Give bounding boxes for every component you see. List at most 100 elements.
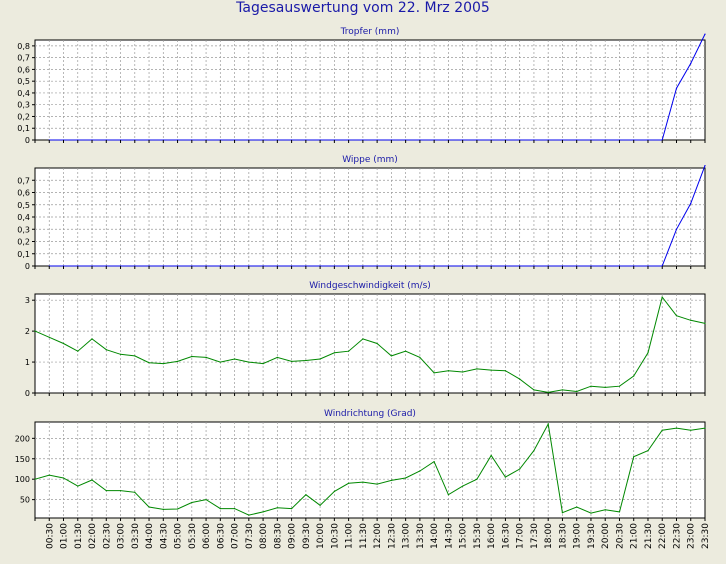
- data-point: [62, 477, 65, 479]
- x-tick-label: 22:30: [673, 523, 683, 549]
- data-point: [618, 385, 621, 387]
- data-point: [675, 315, 678, 317]
- plot-area: [34, 421, 706, 519]
- x-tick-label: 09:00: [288, 523, 298, 549]
- x-tick-label: 18:00: [544, 523, 554, 549]
- data-point: [704, 33, 706, 35]
- data-point: [119, 353, 122, 355]
- data-point: [191, 355, 193, 358]
- x-tick-label: 07:00: [231, 523, 241, 549]
- data-point: [590, 385, 592, 387]
- y-tick-label: 0,4: [17, 89, 30, 98]
- x-tick-label: 22:00: [658, 523, 668, 549]
- y-tick-label: 0,8: [17, 42, 30, 51]
- data-point: [362, 481, 364, 483]
- y-tick-label: 0,4: [17, 213, 30, 222]
- series-line: [34, 422, 706, 516]
- x-tick-label: 13:30: [416, 523, 426, 549]
- data-point: [433, 461, 435, 463]
- data-point: [234, 358, 236, 360]
- x-tick-label: 18:30: [558, 523, 568, 549]
- data-point: [205, 499, 207, 501]
- data-point: [333, 352, 335, 354]
- x-tick-label: 06:30: [216, 523, 226, 549]
- x-tick-label: 05:00: [174, 523, 184, 549]
- x-tick-label: 07:30: [245, 523, 255, 549]
- data-point: [704, 427, 706, 429]
- data-point: [675, 228, 678, 230]
- x-tick-label: 23:00: [687, 523, 697, 549]
- data-point: [504, 370, 506, 372]
- y-tick-label: 100: [15, 475, 30, 484]
- x-tick-label: 09:30: [302, 523, 312, 549]
- data-point: [276, 356, 278, 358]
- y-tick-label: 0,6: [17, 65, 30, 74]
- data-point: [362, 338, 364, 340]
- y-tick-label: 0,3: [17, 101, 30, 110]
- plot-area: [34, 293, 706, 394]
- data-point: [533, 450, 535, 452]
- x-tick-label: 19:30: [587, 523, 597, 549]
- chart-panel-4: Windrichtung (Grad) 50 100 150 200: [15, 409, 706, 521]
- x-tick-label: 12:00: [373, 523, 383, 549]
- x-tick-label: 10:00: [316, 523, 326, 549]
- y-tick-label: 0: [25, 262, 30, 271]
- data-point: [376, 342, 378, 345]
- y-tick-label: 3: [25, 296, 30, 305]
- data-point: [547, 423, 549, 425]
- data-point: [476, 368, 478, 370]
- x-tick-label: 17:30: [530, 523, 540, 549]
- data-point: [661, 429, 663, 431]
- data-point: [348, 482, 350, 484]
- data-point: [191, 501, 193, 504]
- data-point: [504, 476, 506, 478]
- x-tick-label: 14:30: [444, 523, 454, 549]
- data-point: [390, 479, 392, 481]
- data-point: [291, 360, 293, 362]
- data-point: [48, 336, 50, 338]
- x-tick-label: 02:30: [102, 523, 112, 549]
- y-tick-label: 0,1: [17, 250, 30, 259]
- data-point: [148, 506, 150, 508]
- x-tick-label: 04:00: [145, 523, 155, 549]
- data-point: [490, 369, 492, 371]
- data-point: [248, 514, 250, 516]
- data-point: [576, 390, 578, 393]
- data-point: [34, 330, 36, 332]
- plot-area: [34, 39, 706, 141]
- chart-panel-2: Wippe (mm) 0 0,1 0,2 0,3 0,4 0,5 0,6 0,7: [17, 155, 706, 271]
- data-point: [675, 427, 678, 429]
- x-tick-label: 11:30: [359, 523, 369, 549]
- x-tick-label: 06:00: [202, 523, 212, 549]
- data-point: [618, 511, 621, 513]
- data-point: [105, 490, 107, 492]
- data-point: [690, 202, 692, 205]
- data-point: [447, 370, 449, 372]
- y-tick-label: 2: [25, 327, 30, 336]
- x-tick-label: 14:00: [430, 523, 440, 549]
- data-point: [348, 350, 350, 352]
- x-tick-label: 21:00: [630, 523, 640, 549]
- data-point: [561, 512, 564, 514]
- x-tick-label: 10:30: [330, 523, 340, 549]
- y-tick-label: 0,6: [17, 189, 30, 198]
- panel-title: Windgeschwindigkeit (m/s): [309, 281, 431, 291]
- y-tick-label: 50: [20, 496, 30, 505]
- y-tick-label: 150: [15, 455, 30, 464]
- data-point: [134, 491, 136, 493]
- data-point: [333, 490, 335, 492]
- y-tick-label: 0: [25, 389, 30, 398]
- x-tick-label: 16:30: [501, 523, 511, 549]
- chart-panel-1: Tropfer (mm) 0 0,1 0,2 0,3 0,4 0,5 0,6 0,7 0,8: [17, 27, 706, 145]
- data-point: [234, 508, 236, 510]
- x-tick-label: 04:30: [159, 523, 169, 549]
- data-point: [561, 389, 564, 391]
- y-tick-label: 0,5: [17, 77, 30, 86]
- x-tick-label: 20:00: [601, 523, 611, 549]
- data-point: [148, 362, 150, 364]
- data-point: [590, 512, 592, 514]
- data-point: [704, 322, 706, 324]
- data-point: [433, 372, 435, 374]
- y-tick-label: 200: [15, 434, 30, 443]
